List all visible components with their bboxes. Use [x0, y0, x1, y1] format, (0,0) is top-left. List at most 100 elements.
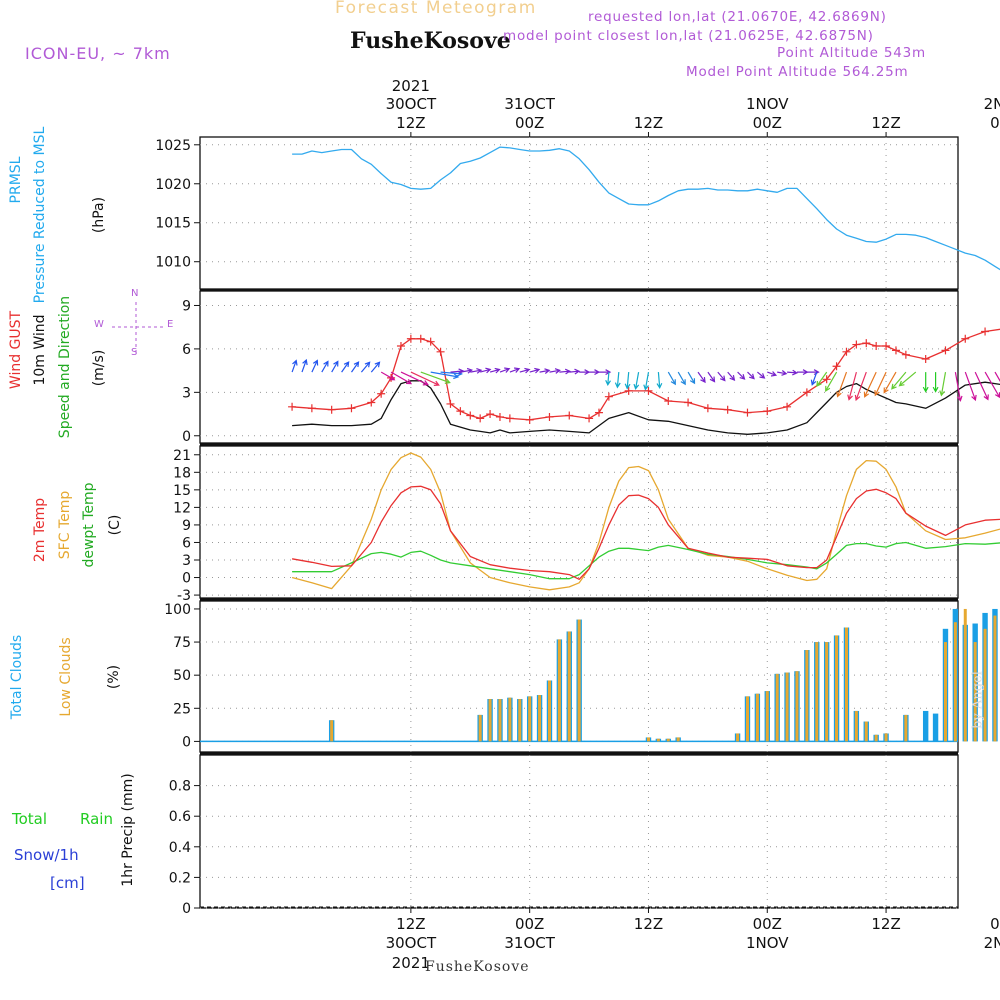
- y-tick-label: 100: [164, 602, 191, 618]
- wind-arrow: [400, 371, 429, 386]
- temp-line-1: [291, 452, 1000, 591]
- wind-arrow: [311, 359, 319, 373]
- wind-gust-marker: [872, 342, 881, 351]
- wind-arrow: [440, 370, 463, 377]
- panel-divider: [200, 752, 958, 755]
- low-cloud-bar: [874, 734, 878, 742]
- low-cloud-bar: [547, 680, 551, 742]
- wind-speed-line: [292, 380, 1000, 435]
- wind-arrow: [932, 372, 939, 393]
- x-tick-hour-bottom: 12Z: [871, 915, 900, 933]
- low-cloud-bar: [736, 733, 740, 742]
- y-tick-label: -3: [177, 588, 191, 604]
- low-cloud-bar: [785, 672, 789, 742]
- wind-arrow: [499, 367, 511, 373]
- wind-gust-marker: [624, 386, 633, 395]
- precip-rain-label: Rain: [80, 810, 113, 828]
- wind-arrow: [757, 371, 766, 379]
- wind-arrow: [549, 368, 561, 374]
- low-cloud-bar: [973, 642, 977, 742]
- model-label: ICON-EU, ~ 7km: [25, 44, 171, 63]
- wind-gust-marker: [901, 350, 910, 359]
- y-tick-label: 25: [173, 701, 191, 717]
- low-cloud-bar: [943, 642, 947, 742]
- wind-unit: (m/s): [91, 349, 107, 387]
- y-tick-label: 0.6: [169, 809, 191, 825]
- wind-arrow: [656, 372, 663, 390]
- wind-gust-marker: [852, 340, 861, 349]
- compass-west: W: [94, 319, 104, 330]
- temp-dewpt-label: dewpt Temp: [81, 482, 97, 568]
- low-cloud-bar: [508, 697, 512, 742]
- wind-gust-marker: [377, 389, 386, 398]
- low-cloud-bar: [755, 693, 759, 742]
- wind-arrow: [727, 371, 736, 381]
- wind-gust-marker: [664, 397, 673, 406]
- wind-arrow: [825, 371, 838, 392]
- wind-gust-marker: [327, 405, 336, 414]
- wind-arrow: [717, 371, 726, 382]
- low-cloud-bar: [854, 710, 858, 742]
- low-cloud-bar: [775, 673, 779, 742]
- wind-gust-marker: [406, 334, 415, 343]
- wind-arrow: [633, 371, 640, 391]
- compass-east: E: [167, 319, 174, 330]
- low-cloud-bar: [904, 714, 908, 742]
- wind-arrow: [370, 361, 381, 373]
- x-tick-hour-top: 00Z: [753, 114, 782, 132]
- y-tick-label: 0.4: [169, 840, 191, 856]
- wind-arrow: [954, 371, 963, 402]
- wind-arrow: [321, 360, 329, 373]
- wind-arrow: [643, 371, 650, 391]
- y-tick-label: 50: [173, 668, 191, 684]
- location-title: FusheKosove: [350, 28, 511, 54]
- x-tick-date-bottom: 2NOV: [984, 934, 1000, 952]
- low-cloud-bar: [518, 699, 522, 742]
- x-tick-date-bottom: 31OCT: [504, 934, 555, 952]
- pressure-line: [292, 146, 1000, 271]
- wind-arrow: [847, 371, 857, 401]
- low-cloud-bar: [993, 615, 997, 742]
- wind-gust-marker: [367, 398, 376, 407]
- temp-unit: (C): [107, 514, 123, 536]
- wind-arrow: [341, 361, 350, 373]
- wind-arrow: [410, 371, 440, 386]
- wind-arrow: [351, 361, 360, 373]
- footer-location: FusheKosove: [425, 959, 530, 975]
- wind-gust-marker: [426, 337, 435, 346]
- low-cloud-bar: [795, 671, 799, 742]
- wind-arrow: [836, 371, 848, 398]
- wind-gust-marker: [644, 386, 653, 395]
- y-tick-label: 0: [182, 734, 191, 750]
- wind-arrow: [430, 371, 460, 380]
- x-tick-date-top: 30OCT: [386, 95, 437, 113]
- compass-north: N: [131, 288, 139, 299]
- total-cloud-bar: [932, 713, 939, 742]
- precip-snow-label: Snow/1h: [14, 846, 79, 864]
- wind-gust-marker: [416, 334, 425, 343]
- low-cloud-bar: [864, 721, 868, 742]
- wind-gust-marker: [565, 411, 574, 420]
- low-cloud-bar: [528, 696, 532, 742]
- compass-south: S: [131, 347, 138, 358]
- wind-arrow: [489, 367, 501, 374]
- wind-arrow: [291, 359, 298, 373]
- wind-gust-marker: [456, 407, 465, 416]
- wind-arrow: [891, 371, 907, 390]
- x-tick-year-bottom: 2021: [392, 954, 430, 972]
- wind-arrow: [605, 372, 612, 387]
- y-tick-label: 0.2: [169, 870, 191, 886]
- wind-gust-marker: [862, 339, 871, 348]
- wind-arrow: [624, 372, 631, 390]
- x-axis-year-top: 2021: [392, 77, 430, 95]
- wind-arrow: [470, 368, 483, 374]
- wind-arrow: [687, 371, 696, 385]
- wind-arrow: [667, 371, 676, 386]
- wind-gust-marker: [525, 415, 534, 424]
- panel-divider: [200, 598, 958, 601]
- wind-gust-marker: [594, 408, 603, 417]
- wind-gust-marker: [832, 362, 841, 371]
- low-cloud-bar: [567, 631, 571, 742]
- panel-frame-precip: [199, 754, 959, 909]
